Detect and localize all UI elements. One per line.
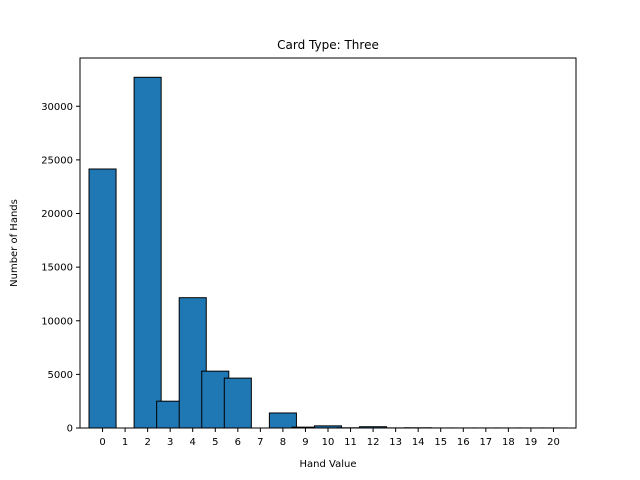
x-tick-label: 3 — [167, 437, 173, 448]
x-tick-label: 12 — [367, 437, 380, 448]
bar-2 — [133, 76, 162, 429]
x-tick-label: 19 — [525, 437, 538, 448]
y-tick-label: 0 — [67, 424, 73, 435]
y-tick-label: 20000 — [41, 209, 73, 220]
x-tick-label: 11 — [344, 437, 357, 448]
bar-6 — [223, 377, 252, 429]
x-tick-label: 6 — [235, 437, 241, 448]
x-tick-label: 1 — [122, 437, 128, 448]
x-tick-label: 8 — [280, 437, 286, 448]
x-axis: 0 1 2 3 4 5 6 7 8 9 10 11 12 13 14 15 16 17 18 19 20 — [99, 428, 560, 448]
y-tick-label: 15000 — [41, 263, 73, 274]
x-tick-label: 9 — [302, 437, 308, 448]
x-tick-label: 20 — [547, 437, 560, 448]
bar-0 — [88, 168, 117, 429]
x-tick-label: 17 — [479, 437, 492, 448]
x-tick-label: 0 — [99, 437, 105, 448]
y-axis: 0 5000 10000 15000 20000 25000 30000 — [41, 102, 80, 435]
y-tick-label: 10000 — [41, 316, 73, 327]
x-tick-label: 14 — [412, 437, 425, 448]
x-tick-label: 5 — [212, 437, 218, 448]
y-tick-label: 30000 — [41, 102, 73, 113]
x-tick-label: 18 — [502, 437, 515, 448]
chart-title: Card Type: Three — [277, 38, 379, 52]
x-tick-label: 4 — [190, 437, 196, 448]
y-axis-label: Number of Hands — [9, 199, 20, 287]
y-tick-label: 5000 — [48, 370, 73, 381]
x-axis-label: Hand Value — [300, 459, 357, 470]
x-tick-label: 13 — [389, 437, 402, 448]
bars-group — [88, 76, 568, 429]
y-tick-label: 25000 — [41, 155, 73, 166]
x-tick-label: 2 — [144, 437, 150, 448]
x-tick-label: 7 — [257, 437, 263, 448]
x-tick-label: 16 — [457, 437, 470, 448]
x-tick-label: 15 — [434, 437, 447, 448]
x-tick-label: 10 — [322, 437, 335, 448]
bar-8 — [268, 412, 297, 429]
